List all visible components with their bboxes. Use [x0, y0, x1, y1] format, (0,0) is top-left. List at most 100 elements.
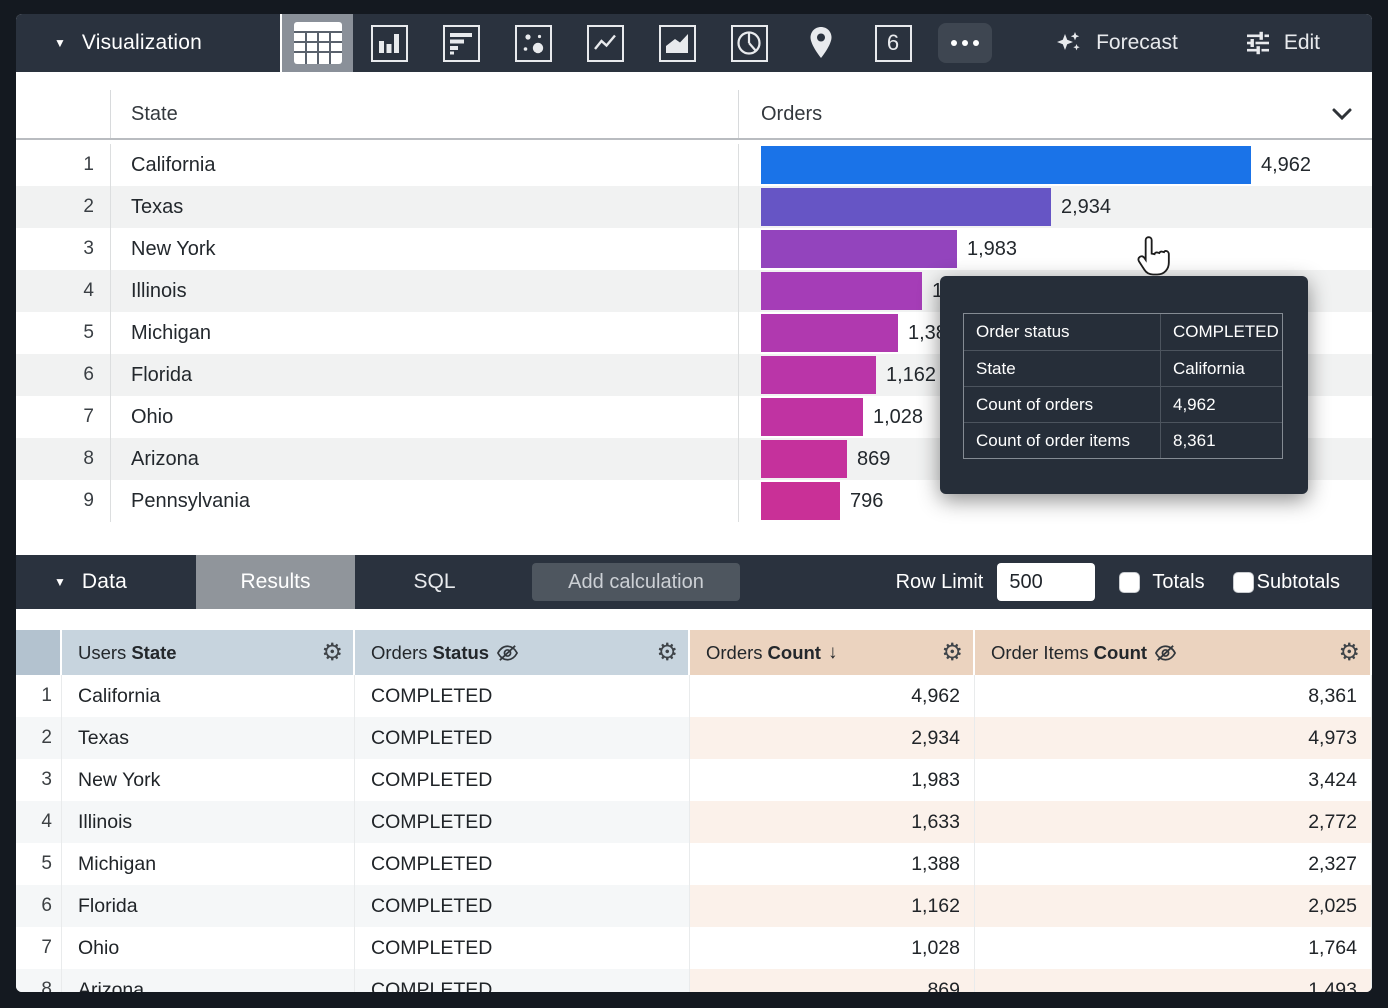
table-row: 8 Arizona COMPLETED 869 1,493 [16, 969, 1372, 992]
tooltip-label: Count of order items [976, 430, 1131, 450]
order-items-count-cell: 8,361 [975, 675, 1372, 717]
forecast-button[interactable]: Forecast [1054, 28, 1178, 58]
data-section-toggle[interactable]: ▼ Data [16, 570, 196, 594]
table-row: 7 Ohio COMPLETED 1,028 1,764 [16, 927, 1372, 969]
mouse-cursor-hand [1132, 236, 1172, 280]
viz-row-number: 5 [83, 322, 94, 343]
state-cell: Arizona [62, 969, 355, 992]
viz-row-number: 1 [83, 154, 94, 175]
results-rownum-header [16, 630, 62, 675]
viz-type-single-value[interactable]: 6 [857, 14, 929, 72]
state-cell: New York [62, 759, 355, 801]
results-column-header-count[interactable]: Order Items Count ⚙ [975, 630, 1372, 675]
viz-state-cell: Ohio [110, 396, 738, 438]
orders-bar[interactable] [761, 356, 876, 394]
results-column-header-state[interactable]: Users State ⚙ [62, 630, 355, 675]
visualization-toolbar: ▼ Visualization [16, 14, 1372, 72]
table-icon [293, 21, 343, 65]
orders-bar[interactable] [761, 272, 922, 310]
orders-bar-value: 869 [857, 447, 891, 470]
viz-rownum-header [16, 90, 110, 138]
row-number: 5 [16, 843, 62, 885]
orders-count-cell: 1,028 [690, 927, 975, 969]
visualization-title: Visualization [81, 31, 203, 54]
viz-table-row: 3 New York 1,983 [16, 228, 1372, 270]
orders-bar[interactable] [761, 230, 957, 268]
orders-bar[interactable] [761, 398, 863, 436]
tooltip-value: 4,962 [1160, 387, 1282, 422]
row-limit-input[interactable] [997, 563, 1096, 601]
order-items-count-cell: 4,973 [975, 717, 1372, 759]
eye-slash-icon [496, 643, 519, 663]
results-column-header-count[interactable]: Orders Count ↓ ⚙ [690, 630, 975, 675]
app-window: ▼ Visualization [16, 14, 1372, 992]
state-cell: Texas [62, 717, 355, 759]
orders-bar-value: 2,934 [1061, 195, 1112, 218]
orders-bar[interactable] [761, 314, 898, 352]
viz-state-cell: Florida [110, 354, 738, 396]
totals-checkbox[interactable] [1119, 571, 1141, 593]
forecast-label: Forecast [1096, 31, 1178, 54]
orders-bar-value: 1,028 [873, 405, 924, 428]
order-items-count-cell: 2,772 [975, 801, 1372, 843]
row-number: 2 [16, 717, 62, 759]
table-row: 5 Michigan COMPLETED 1,388 2,327 [16, 843, 1372, 885]
viz-state-header[interactable]: State [110, 90, 738, 138]
column-header-field: Count [1093, 641, 1148, 663]
results-column-header-status[interactable]: Orders Status ⚙ [355, 630, 690, 675]
column-header-field: Count [767, 641, 821, 663]
map-pin-icon [807, 26, 835, 60]
line-chart-icon [586, 24, 624, 62]
gear-icon[interactable]: ⚙ [941, 638, 963, 666]
orders-bar[interactable] [761, 146, 1251, 184]
state-cell: Ohio [62, 927, 355, 969]
viz-type-map[interactable] [785, 14, 857, 72]
caret-down-icon: ▼ [54, 575, 66, 589]
viz-state-cell: Arizona [110, 438, 738, 480]
status-cell: COMPLETED [355, 759, 690, 801]
subtotals-checkbox[interactable] [1232, 571, 1254, 593]
viz-row-number: 2 [83, 196, 94, 217]
status-cell: COMPLETED [355, 675, 690, 717]
viz-orders-header[interactable]: Orders [738, 90, 1372, 138]
gear-icon[interactable]: ⚙ [1338, 638, 1360, 666]
column-header-field: State [131, 641, 177, 663]
orders-bar[interactable] [761, 188, 1051, 226]
edit-button[interactable]: Edit [1244, 29, 1320, 57]
status-cell: COMPLETED [355, 717, 690, 759]
column-chart-icon [370, 24, 408, 62]
viz-type-table[interactable] [280, 14, 353, 72]
chevron-down-icon[interactable] [1330, 106, 1354, 122]
row-number: 4 [16, 801, 62, 843]
viz-type-area-chart[interactable] [641, 14, 713, 72]
viz-table-row: 2 Texas 2,934 [16, 186, 1372, 228]
viz-state-cell: Pennsylvania [110, 480, 738, 522]
viz-state-cell: Michigan [110, 312, 738, 354]
viz-type-scatter[interactable] [497, 14, 569, 72]
add-calculation-button[interactable]: Add calculation [532, 563, 740, 601]
orders-count-cell: 1,983 [690, 759, 975, 801]
status-cell: COMPLETED [355, 843, 690, 885]
visualization-section-toggle[interactable]: ▼ Visualization [16, 14, 280, 72]
orders-bar[interactable] [761, 482, 840, 520]
viz-row-number: 3 [83, 238, 94, 259]
scatter-chart-icon [514, 24, 552, 62]
gear-icon[interactable]: ⚙ [321, 638, 343, 666]
tooltip-value: California [1160, 351, 1282, 386]
tab-results[interactable]: Results [196, 555, 355, 609]
orders-bar[interactable] [761, 440, 847, 478]
row-number: 7 [16, 927, 62, 969]
gear-icon[interactable]: ⚙ [656, 638, 678, 666]
table-row: 6 Florida COMPLETED 1,162 2,025 [16, 885, 1372, 927]
viz-type-column-chart[interactable] [353, 14, 425, 72]
tab-sql[interactable]: SQL [413, 570, 456, 593]
viz-row-number: 9 [83, 490, 94, 511]
viz-type-pie-chart[interactable] [713, 14, 785, 72]
viz-type-row-chart[interactable] [425, 14, 497, 72]
area-chart-icon [658, 24, 696, 62]
more-icon [938, 23, 992, 63]
tooltip-label: Count of orders [976, 394, 1094, 414]
viz-type-line-chart[interactable] [569, 14, 641, 72]
viz-orders-cell: 796 [738, 480, 1372, 522]
more-viz-types-button[interactable] [929, 14, 1001, 72]
